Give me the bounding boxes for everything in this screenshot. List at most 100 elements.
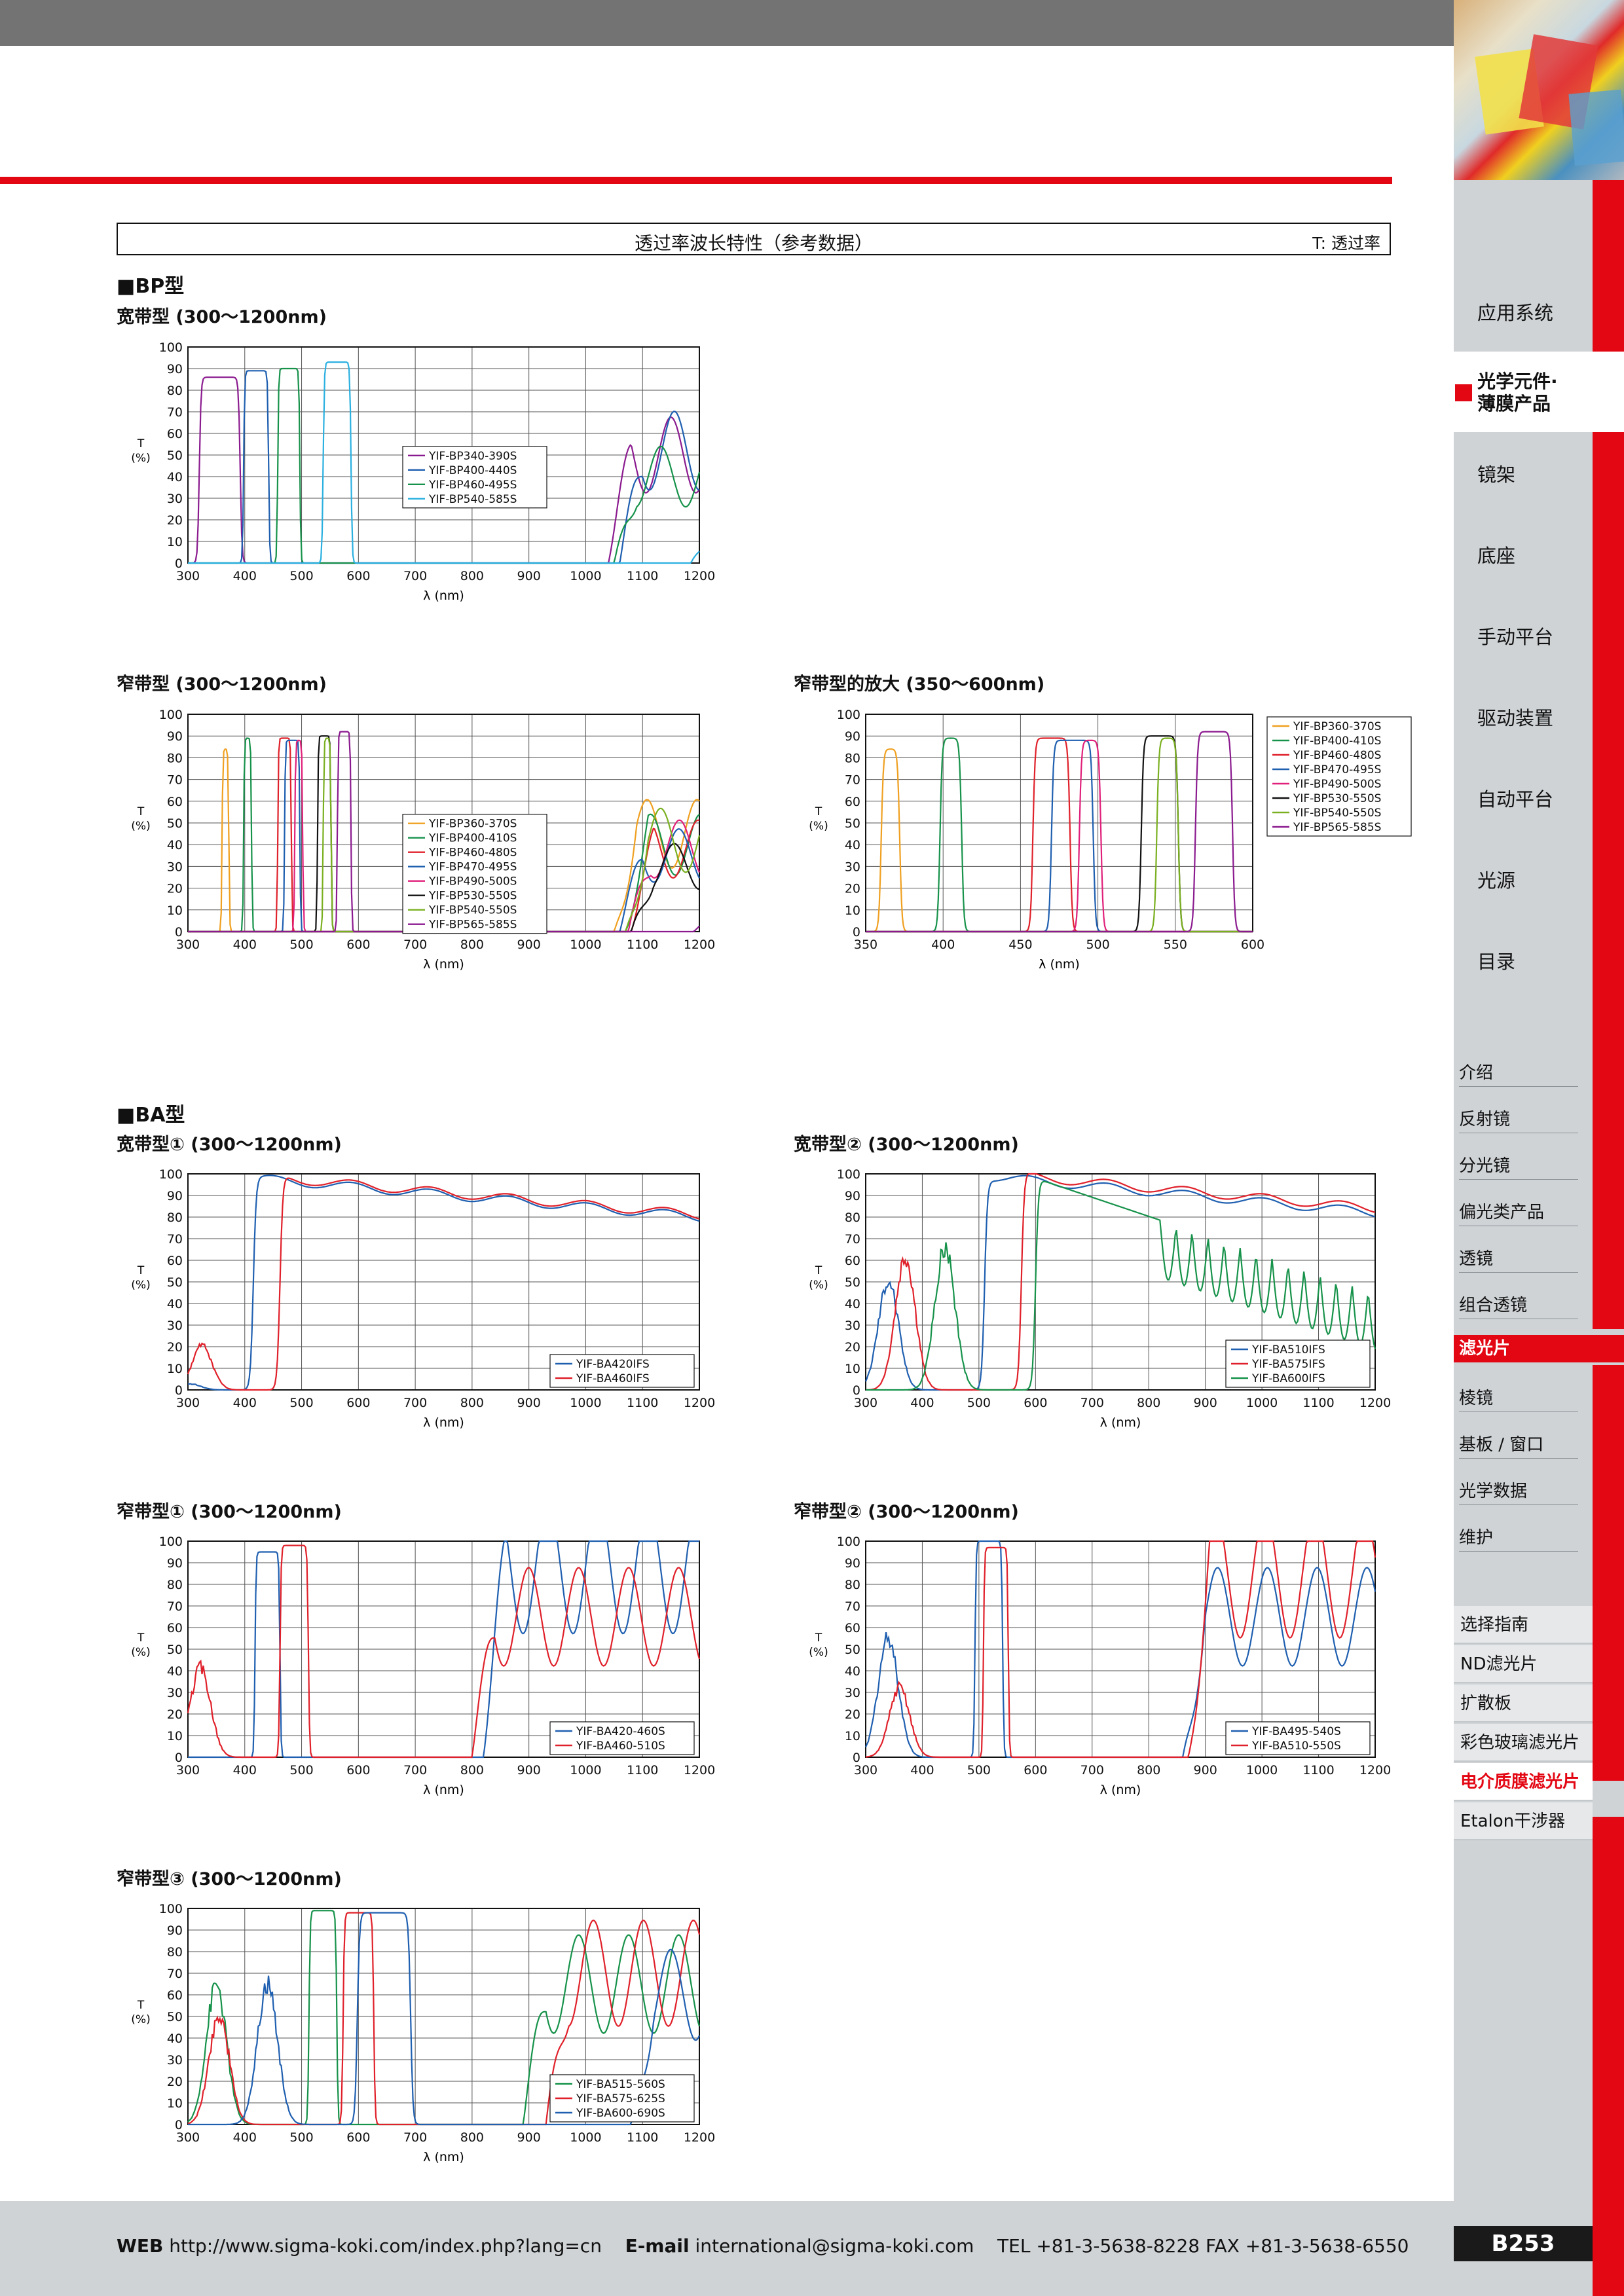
- chart-svg: 300 400 500 600 700 800 900 1000 1100 1200 0 10 20 30…: [131, 1535, 715, 1797]
- y-tick-label: 100: [159, 1902, 183, 1916]
- section-ba: ■BA型: [117, 1104, 185, 1127]
- nav-item-mounts[interactable]: 镜架: [1477, 464, 1516, 486]
- footer-web-link[interactable]: http://www.sigma-koki.com/index.php?lang…: [169, 2235, 602, 2257]
- x-tick-label: 500: [289, 569, 313, 583]
- x-tick-label: 800: [460, 569, 484, 583]
- guide-diffusers[interactable]: 扩散板: [1454, 1685, 1593, 1722]
- nav-active-line1: 光学元件·: [1477, 371, 1558, 392]
- y-tick-label: 70: [845, 773, 860, 788]
- x-tick-label: 900: [517, 569, 541, 583]
- guide-color-glass-filters[interactable]: 彩色玻璃滤光片: [1454, 1724, 1593, 1762]
- subnav-compound-lenses[interactable]: 组合透镜: [1459, 1292, 1578, 1319]
- y-tick-label: 100: [159, 708, 183, 722]
- subnav-maintenance[interactable]: 维护: [1459, 1524, 1578, 1552]
- x-tick-label: 1000: [570, 938, 601, 952]
- chart-title-ba-wide2: 宽带型② (300～1200nm): [794, 1135, 1019, 1155]
- x-tick-label: 400: [910, 1763, 934, 1777]
- y-tick-label: 100: [837, 1535, 860, 1549]
- series-line-yif-ba460-510s: [187, 1544, 701, 1758]
- footer-web-label: WEB: [117, 2235, 164, 2257]
- x-tick-label: 1100: [627, 2130, 658, 2145]
- legend-label: YIF-BA460-510S: [576, 1740, 665, 1753]
- nav-item-manual-stages[interactable]: 手动平台: [1477, 626, 1554, 648]
- y-tick-label: 100: [159, 1535, 183, 1549]
- legend-box: [1266, 716, 1412, 837]
- y-tick-label: 50: [167, 448, 183, 463]
- nav-item-applications[interactable]: 应用系统: [1477, 302, 1554, 324]
- chart-bp-zoom: 350 400 450 500 550 600 0 10 20 30 40 50 60 70 80 90 100…: [809, 708, 1416, 987]
- y-axis-label: (%): [131, 1279, 150, 1292]
- nav-item-actuators[interactable]: 驱动装置: [1477, 707, 1554, 729]
- x-tick-label: 700: [403, 938, 427, 952]
- subnav-polarizers[interactable]: 偏光类产品: [1459, 1199, 1578, 1226]
- series-line-yif-ba600ifs: [866, 1180, 1376, 1391]
- x-axis-label: λ (nm): [423, 957, 464, 972]
- y-axis-label: T: [815, 1631, 822, 1645]
- legend-label: YIF-BP540-550S: [1293, 807, 1381, 820]
- subnav-substrates[interactable]: 基板 / 窗口: [1459, 1431, 1578, 1459]
- x-tick-label: 1200: [684, 1763, 715, 1777]
- subnav-prisms[interactable]: 棱镜: [1459, 1385, 1578, 1412]
- legend-label: YIF-BA515-560S: [576, 2078, 665, 2091]
- nav-item-optics-active[interactable]: 光学元件· 薄膜产品: [1477, 371, 1558, 415]
- footer-email-link[interactable]: international@sigma-koki.com: [695, 2235, 974, 2257]
- y-axis-label: T: [137, 1631, 145, 1645]
- nav-active-line2: 薄膜产品: [1477, 393, 1551, 414]
- y-tick-label: 0: [175, 556, 183, 571]
- nav-item-light-sources[interactable]: 光源: [1477, 869, 1516, 892]
- subnav-optical-data[interactable]: 光学数据: [1459, 1478, 1578, 1505]
- y-tick-label: 60: [167, 1621, 183, 1635]
- guide-etalon[interactable]: Etalon干涉器: [1454, 1802, 1593, 1840]
- x-tick-label: 800: [1137, 1396, 1160, 1410]
- subnav-lenses[interactable]: 透镜: [1459, 1245, 1578, 1273]
- x-tick-label: 600: [346, 1763, 370, 1777]
- legend-label: YIF-BP400-410S: [428, 832, 517, 845]
- x-tick-label: 800: [460, 1763, 484, 1777]
- x-tick-label: 1100: [1302, 1763, 1334, 1777]
- x-tick-label: 1100: [627, 569, 658, 583]
- y-tick-label: 20: [167, 2075, 183, 2089]
- x-tick-label: 1200: [1359, 1396, 1391, 1410]
- y-tick-label: 30: [845, 1319, 860, 1333]
- nav-item-motorized-stages[interactable]: 自动平台: [1477, 788, 1554, 811]
- sidebar-red-stripe: [1593, 432, 1624, 1329]
- y-tick-label: 0: [853, 925, 860, 939]
- chart-ba-wide2: 300 400 500 600 700 800 900 1000 1100 1200 0 10 20 30…: [809, 1167, 1539, 1445]
- page-number: B253: [1454, 2226, 1593, 2261]
- legend-label: YIF-BA575IFS: [1251, 1358, 1325, 1371]
- y-tick-label: 30: [167, 2053, 183, 2068]
- legend-label: YIF-BA510-550S: [1251, 1740, 1341, 1753]
- x-tick-label: 800: [460, 2130, 484, 2145]
- legend-label: YIF-BP490-500S: [1293, 778, 1381, 791]
- top-bar: [0, 0, 1454, 46]
- series-line-yif-ba460ifs: [187, 1177, 700, 1391]
- subnav-filters-active[interactable]: 滤光片: [1454, 1335, 1624, 1362]
- legend-label: YIF-BP470-495S: [428, 861, 517, 874]
- subnav-beamsplitters[interactable]: 分光镜: [1459, 1152, 1578, 1180]
- subnav-mirrors[interactable]: 反射镜: [1459, 1106, 1578, 1133]
- guide-dielectric-filters-active[interactable]: 电介质膜滤光片: [1454, 1763, 1593, 1801]
- footer-email-label: E-mail: [625, 2235, 690, 2257]
- header-photo: [1454, 0, 1624, 180]
- y-tick-label: 100: [837, 1167, 860, 1182]
- legend-label: YIF-BP530-550S: [428, 890, 517, 903]
- nav-item-catalog[interactable]: 目录: [1477, 951, 1516, 973]
- nav-item-bases[interactable]: 底座: [1477, 545, 1516, 567]
- guide-selection[interactable]: 选择指南: [1454, 1606, 1593, 1644]
- y-tick-label: 90: [845, 1189, 860, 1203]
- y-tick-label: 20: [167, 1340, 183, 1355]
- chart-ba-narrow1: 300 400 500 600 700 800 900 1000 1100 1200 0 10 20 30…: [131, 1535, 863, 1812]
- y-tick-label: 70: [167, 773, 183, 788]
- subnav-intro[interactable]: 介绍: [1459, 1059, 1578, 1087]
- x-tick-label: 1000: [570, 1763, 601, 1777]
- y-tick-label: 40: [845, 1297, 860, 1311]
- guide-nd-filters[interactable]: ND滤光片: [1454, 1645, 1593, 1683]
- y-tick-label: 80: [845, 1211, 860, 1225]
- y-tick-label: 70: [167, 1599, 183, 1614]
- x-tick-label: 900: [517, 2130, 541, 2145]
- y-tick-label: 10: [845, 903, 860, 918]
- legend-box: [1225, 1339, 1371, 1388]
- y-axis-label: (%): [131, 2013, 150, 2026]
- y-tick-label: 70: [845, 1232, 860, 1247]
- x-tick-label: 300: [176, 1396, 200, 1410]
